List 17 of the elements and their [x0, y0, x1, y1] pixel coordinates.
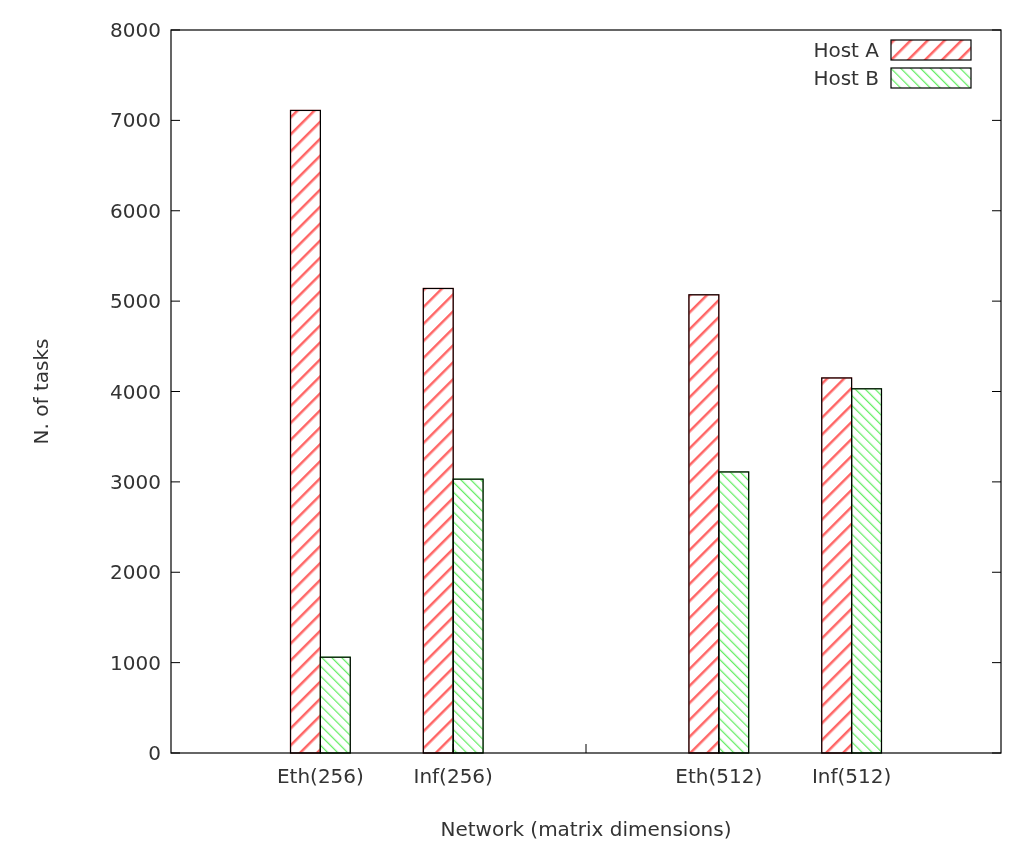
y-tick-label: 3000 [110, 469, 161, 494]
y-tick-label: 7000 [110, 108, 161, 133]
y-tick-label: 5000 [110, 289, 161, 314]
legend-label: Host A [813, 38, 880, 62]
x-tick-label: Eth(256) [276, 764, 364, 788]
y-tick-label: 6000 [110, 198, 161, 223]
x-tick-label: Eth(512) [675, 764, 763, 788]
legend-label: Host B [813, 66, 879, 90]
y-tick-label: 1000 [110, 650, 161, 675]
y-tick-label: 2000 [110, 560, 161, 585]
x-tick-label: Inf(256) [413, 764, 493, 788]
x-axis-title: Network (matrix dimensions) [440, 817, 732, 841]
x-tick-label: Inf(512) [811, 764, 892, 788]
y-axis-title: N. of tasks [29, 338, 53, 445]
y-tick-label: 8000 [110, 18, 161, 42]
y-tick-label: 0 [148, 741, 161, 765]
y-tick-label: 4000 [110, 379, 161, 404]
